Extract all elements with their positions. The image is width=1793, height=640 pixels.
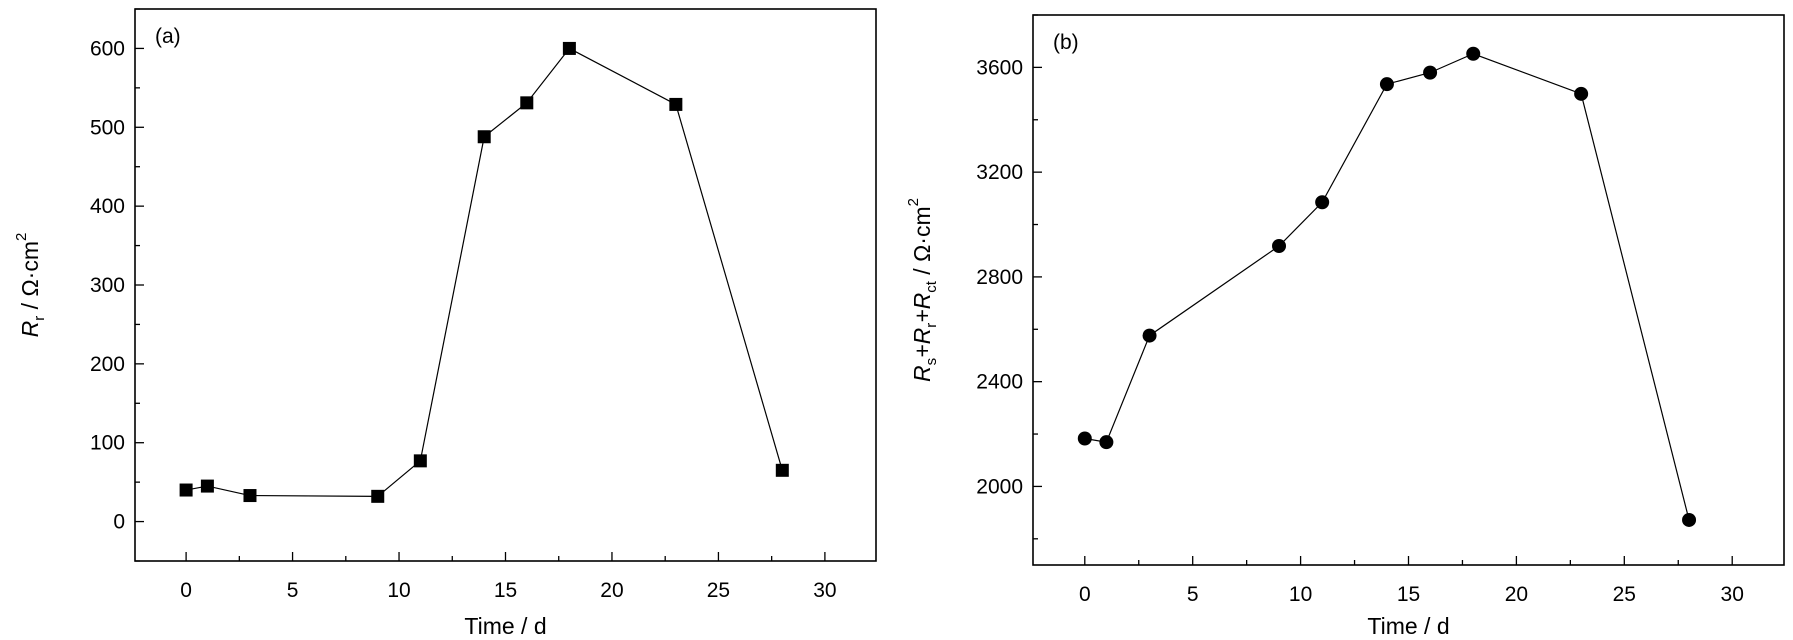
chart-b-total-resistance-vs-time: 0 5 10 15 20 25 30 2000 2400 2800 3200 3600 Time / d… bbox=[905, 14, 1785, 639]
y-axis-title-part: 2 bbox=[905, 198, 922, 206]
y-tick-label: 3200 bbox=[976, 161, 1023, 184]
y-tick-label: 2000 bbox=[976, 475, 1023, 498]
data-point-circle bbox=[1077, 431, 1092, 446]
data-point-square bbox=[477, 130, 491, 144]
data-point-square bbox=[200, 479, 214, 493]
x-tick-label: 10 bbox=[1289, 583, 1312, 606]
x-tick-label: 25 bbox=[707, 579, 730, 602]
y-tick-label: 2400 bbox=[976, 371, 1023, 394]
y-axis-title-part: / Ω·cm bbox=[17, 241, 43, 316]
x-tick-label: 30 bbox=[1721, 583, 1744, 606]
data-point-circle bbox=[1423, 65, 1438, 80]
data-point-square bbox=[669, 97, 683, 111]
data-point-circle bbox=[1682, 512, 1697, 527]
data-point-square bbox=[371, 489, 385, 503]
data-point-square bbox=[243, 489, 257, 503]
data-point-square bbox=[775, 463, 789, 477]
series-line bbox=[1084, 53, 1690, 521]
data-point-circle bbox=[1315, 195, 1330, 210]
x-tick-label: 5 bbox=[1187, 583, 1199, 606]
x-tick-label: 25 bbox=[1613, 583, 1636, 606]
plot-frame bbox=[134, 8, 877, 562]
panel-label: (b) bbox=[1053, 31, 1079, 54]
y-tick-label: 2800 bbox=[976, 266, 1023, 289]
data-point-circle bbox=[1379, 77, 1394, 92]
y-tick-label: 3600 bbox=[976, 56, 1023, 79]
data-point-square bbox=[179, 483, 193, 497]
y-tick-label: 200 bbox=[90, 353, 125, 376]
y-tick-label: 400 bbox=[90, 195, 125, 218]
y-axis-title-part: R bbox=[909, 365, 935, 382]
x-tick-label: 15 bbox=[494, 579, 517, 602]
y-tick-label: 100 bbox=[90, 432, 125, 455]
x-tick-label: 0 bbox=[1079, 583, 1091, 606]
x-tick-label: 5 bbox=[287, 579, 299, 602]
y-axis-title: Rr / Ω·cm2 bbox=[13, 233, 48, 338]
data-point-square bbox=[562, 41, 576, 55]
y-axis-title-part: ct bbox=[923, 280, 940, 293]
y-axis-title-part: r bbox=[923, 323, 940, 328]
y-axis-title-part: +R bbox=[909, 328, 935, 358]
y-axis-title-part: r bbox=[31, 316, 48, 321]
x-tick-label: 30 bbox=[813, 579, 836, 602]
y-axis-title-part: +R bbox=[909, 293, 935, 323]
data-point-circle bbox=[1142, 328, 1157, 343]
y-tick-label: 600 bbox=[90, 37, 125, 60]
data-point-circle bbox=[1272, 239, 1287, 253]
series-line bbox=[185, 47, 783, 497]
x-axis-title: Time / d bbox=[464, 613, 546, 639]
y-axis-title: Rs+Rr+Rct / Ω·cm2 bbox=[905, 198, 940, 382]
y-tick-label: 500 bbox=[90, 116, 125, 139]
y-tick-label: 0 bbox=[113, 511, 125, 534]
y-axis-title-part: s bbox=[923, 358, 940, 366]
x-tick-label: 15 bbox=[1397, 583, 1420, 606]
data-point-square bbox=[520, 96, 534, 110]
y-axis-title-part: R bbox=[17, 321, 43, 338]
x-tick-label: 10 bbox=[387, 579, 410, 602]
x-axis-title: Time / d bbox=[1367, 613, 1449, 639]
data-point-square bbox=[413, 454, 427, 468]
plot-frame bbox=[1032, 14, 1785, 566]
data-point-circle bbox=[1466, 46, 1481, 61]
y-axis-title-part: / Ω·cm bbox=[909, 206, 935, 281]
panel-label: (a) bbox=[155, 25, 181, 48]
y-axis-title-part: 2 bbox=[13, 233, 30, 241]
x-tick-label: 20 bbox=[600, 579, 623, 602]
data-point-circle bbox=[1574, 86, 1589, 101]
x-tick-label: 0 bbox=[180, 579, 192, 602]
x-tick-label: 20 bbox=[1505, 583, 1528, 606]
y-tick-label: 300 bbox=[90, 274, 125, 297]
data-point-circle bbox=[1099, 435, 1114, 450]
